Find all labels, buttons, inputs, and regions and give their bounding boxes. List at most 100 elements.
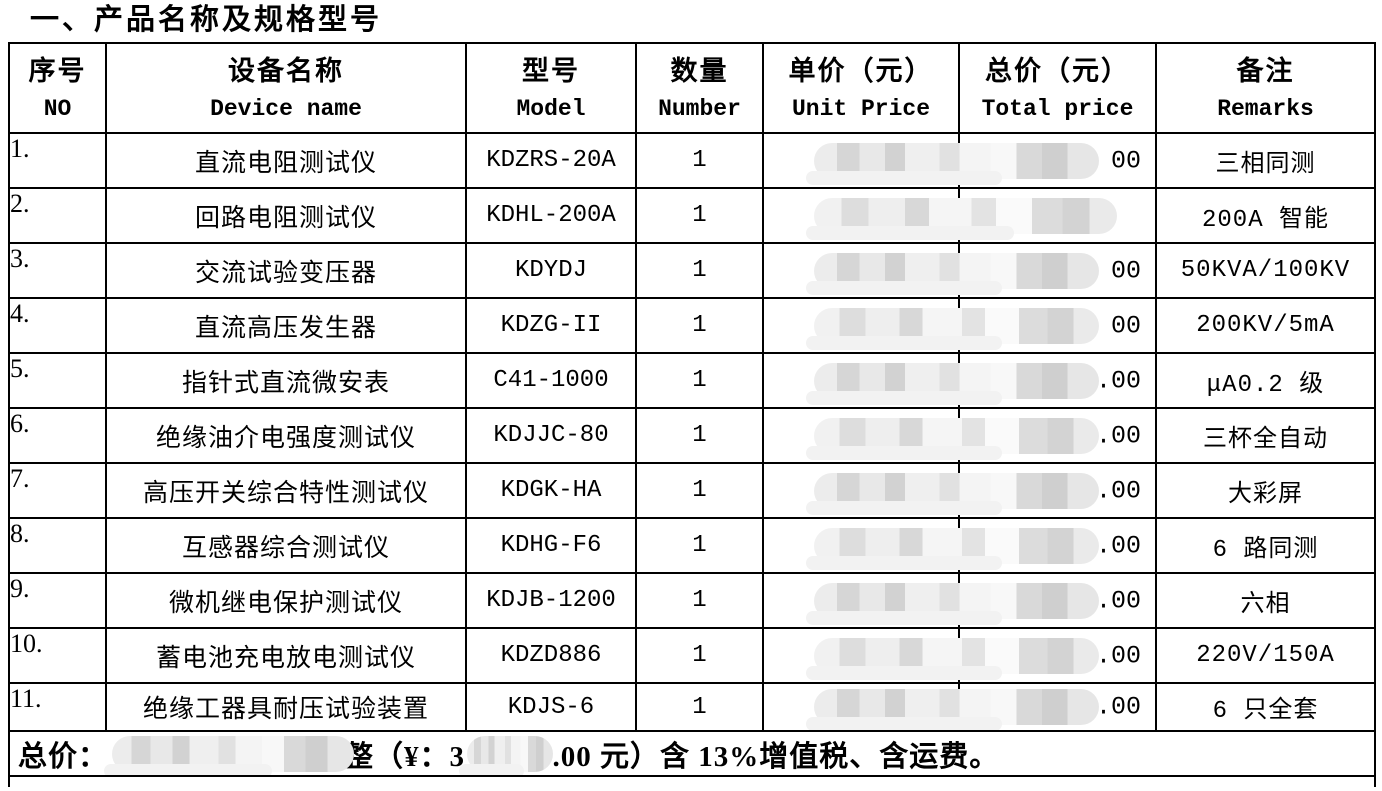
device-remark: 六相 — [1155, 572, 1376, 629]
device-remark: 6 路同测 — [1155, 517, 1376, 574]
redaction-blur — [806, 637, 1099, 680]
row-number: 2. — [8, 187, 107, 244]
device-quantity: 1 — [635, 297, 764, 354]
redaction-blur — [459, 735, 554, 774]
device-model: KDHG-F6 — [465, 517, 637, 574]
price-fragment: 00 — [1110, 146, 1141, 175]
price-cell: .00 — [762, 352, 1157, 409]
row-number: 6. — [8, 407, 107, 464]
col-header-quantity: 数量 Number — [635, 42, 764, 134]
device-remark: 200A 智能 — [1155, 187, 1376, 244]
device-quantity: 1 — [635, 462, 764, 519]
header-unit-zh: 单价（元） — [788, 56, 934, 86]
device-name: 指针式直流微安表 — [105, 352, 467, 409]
row-number: 10. — [8, 627, 107, 684]
total-cell: 总价： 整（¥：3 0.00 元）含 13%增值税、含运费。 — [8, 730, 1376, 777]
device-remark: 大彩屏 — [1155, 462, 1376, 519]
header-qty-zh: 数量 — [670, 56, 729, 86]
redaction-blur — [806, 197, 1117, 240]
table-row: 5. 指针式直流微安表 C41-1000 1 .00 μA0.2 级 — [8, 352, 1376, 409]
table-row: 8. 互感器综合测试仪 KDHG-F6 1 .00 6 路同测 — [8, 517, 1376, 574]
device-name: 微机继电保护测试仪 — [105, 572, 467, 629]
device-quantity: 1 — [635, 352, 764, 409]
header-model-zh: 型号 — [522, 56, 580, 86]
device-remark: 220V/150A — [1155, 627, 1376, 684]
product-table: 序号 NO 设备名称 Device name 型号 Model 数量 Numbe… — [8, 42, 1376, 787]
total-amount-tail: 0.00 元）含 13%增值税、含运费。 — [537, 740, 1000, 773]
section-title: 一、产品名称及规格型号 — [30, 4, 383, 36]
header-row: 序号 NO 设备名称 Device name 型号 Model 数量 Numbe… — [8, 42, 1376, 134]
table-row: 11. 绝缘工器具耐压试验装置 KDJS-6 1 0.00 6 只全套 — [8, 682, 1376, 732]
row-number: 1. — [8, 132, 107, 189]
device-name: 绝缘油介电强度测试仪 — [105, 407, 467, 464]
device-model: KDGK-HA — [465, 462, 637, 519]
device-name: 蓄电池充电放电测试仪 — [105, 627, 467, 684]
price-cell: 00 — [762, 297, 1157, 354]
col-header-total-price: 总价（元） Total price — [958, 42, 1157, 134]
device-remark: 6 只全套 — [1155, 682, 1376, 732]
header-name-en: Device name — [210, 96, 362, 122]
redaction-blur — [806, 252, 1099, 295]
empty-row — [8, 775, 1376, 787]
device-model: KDZG-II — [465, 297, 637, 354]
device-name: 直流高压发生器 — [105, 297, 467, 354]
price-cell: 0.00 — [762, 682, 1157, 732]
device-quantity: 1 — [635, 572, 764, 629]
device-quantity: 1 — [635, 517, 764, 574]
redaction-blur — [806, 307, 1099, 350]
row-number: 7. — [8, 462, 107, 519]
table-row: 2. 回路电阻测试仪 KDHL-200A 1 200A 智能 — [8, 187, 1376, 244]
device-remark: 三杯全自动 — [1155, 407, 1376, 464]
redaction-blur — [806, 582, 1099, 625]
redaction-blur — [806, 362, 1099, 405]
device-model: KDYDJ — [465, 242, 637, 299]
price-fragment: .00 — [1095, 531, 1141, 560]
price-cell: 0.00 — [762, 462, 1157, 519]
device-remark: 200KV/5mA — [1155, 297, 1376, 354]
header-remark-zh: 备注 — [1236, 56, 1295, 86]
price-cell: .00 — [762, 517, 1157, 574]
header-name-zh: 设备名称 — [228, 56, 344, 86]
price-cell — [762, 187, 1157, 244]
price-fragment: .00 — [1095, 641, 1141, 670]
price-fragment: .00 — [1095, 421, 1141, 450]
table-row: 7. 高压开关综合特性测试仪 KDGK-HA 1 0.00 大彩屏 — [8, 462, 1376, 519]
redaction-blur — [806, 417, 1099, 460]
col-header-unit-price: 单价（元） Unit Price — [762, 42, 960, 134]
device-remark: 三相同测 — [1155, 132, 1376, 189]
price-fragment: 00 — [1110, 256, 1141, 285]
header-total-en: Total price — [981, 96, 1134, 122]
device-name: 直流电阻测试仪 — [105, 132, 467, 189]
device-model: KDJS-6 — [465, 682, 637, 732]
redaction-blur — [806, 472, 1099, 515]
device-name: 交流试验变压器 — [105, 242, 467, 299]
redaction-blur — [806, 689, 1099, 729]
total-amount-words-fragment: 整（¥：3 — [344, 740, 466, 773]
header-no-en: NO — [43, 96, 72, 122]
price-fragment: .00 — [1095, 366, 1141, 395]
header-qty-en: Number — [658, 96, 741, 122]
table-row: 9. 微机继电保护测试仪 KDJB-1200 1 0.00 六相 — [8, 572, 1376, 629]
device-quantity: 1 — [635, 627, 764, 684]
col-header-model: 型号 Model — [465, 42, 637, 134]
device-model: C41-1000 — [465, 352, 637, 409]
col-header-device-name: 设备名称 Device name — [105, 42, 467, 134]
header-no-zh: 序号 — [28, 56, 87, 86]
device-quantity: 1 — [635, 682, 764, 732]
table-row: 3. 交流试验变压器 KDYDJ 1 00 50KVA/100KV — [8, 242, 1376, 299]
table-row: 4. 直流高压发生器 KDZG-II 1 00 200KV/5mA — [8, 297, 1376, 354]
empty-cell — [8, 775, 1376, 787]
device-model: KDHL-200A — [465, 187, 637, 244]
redaction-blur — [806, 142, 1099, 185]
device-name: 高压开关综合特性测试仪 — [105, 462, 467, 519]
total-line: 总价： 整（¥：3 0.00 元）含 13%增值税、含运费。 — [11, 733, 1373, 774]
device-quantity: 1 — [635, 187, 764, 244]
device-model: KDJB-1200 — [465, 572, 637, 629]
table-row: 6. 绝缘油介电强度测试仪 KDJJC-80 1 .00 三杯全自动 — [8, 407, 1376, 464]
header-total-zh: 总价（元） — [985, 56, 1130, 86]
device-quantity: 1 — [635, 242, 764, 299]
price-cell: 00 — [762, 242, 1157, 299]
price-fragment: 00 — [1110, 311, 1141, 340]
table-row: 1. 直流电阻测试仪 KDZRS-20A 1 00 三相同测 — [8, 132, 1376, 189]
redaction-blur — [104, 735, 355, 774]
